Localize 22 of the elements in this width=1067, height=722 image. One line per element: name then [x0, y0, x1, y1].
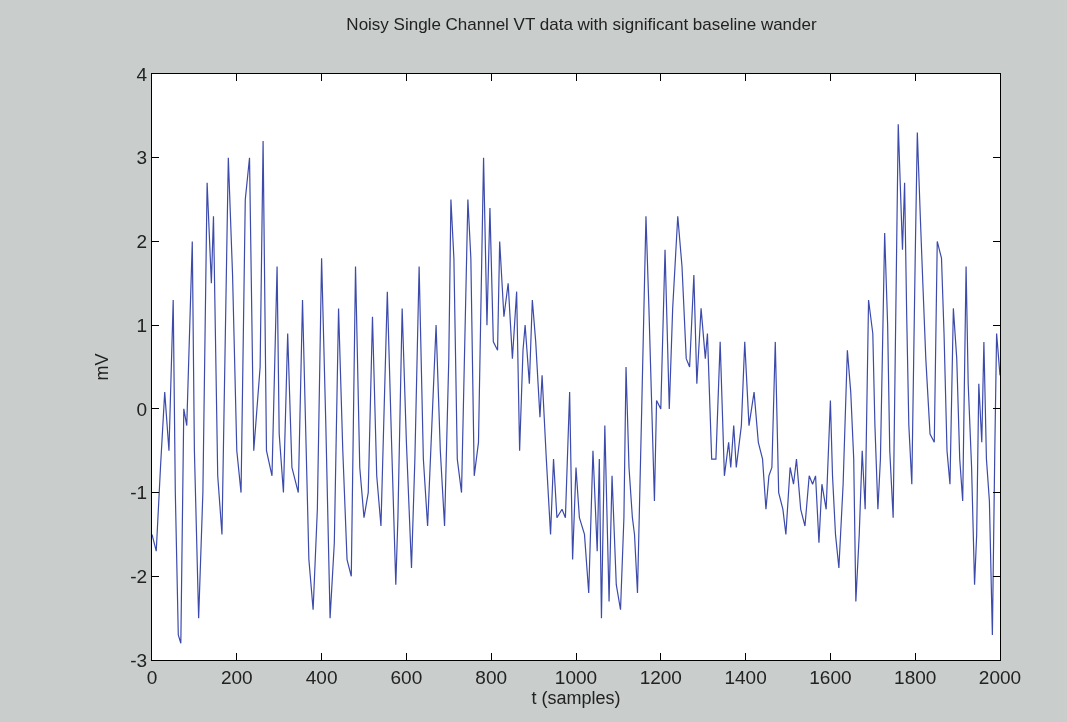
x-tick-label: 2000 [978, 666, 1022, 688]
y-tick-label: 4 [136, 63, 148, 85]
x-tick-label: 1400 [724, 666, 767, 688]
x-tick-label: 1800 [894, 666, 937, 688]
y-tick-label: -1 [130, 482, 148, 504]
y-tick-label: 3 [136, 147, 148, 169]
y-tick-label: -2 [130, 565, 148, 587]
x-axis-title: t (samples) [531, 687, 621, 708]
x-tick-label: 800 [475, 666, 508, 688]
x-tick-label: 600 [390, 666, 423, 688]
x-tick-label: 200 [220, 666, 253, 688]
x-tick-label: 400 [305, 666, 338, 688]
y-tick-label: 1 [136, 314, 148, 336]
y-axis-title: mV [92, 353, 113, 381]
line-series [152, 123, 1000, 644]
y-tick-label: -3 [130, 649, 148, 671]
x-tick-label: 1200 [639, 666, 682, 688]
x-tick-label: 1600 [809, 666, 852, 688]
y-tick-label: 2 [136, 231, 148, 253]
y-tick-label: 0 [136, 398, 148, 420]
chart-title: Noisy Single Channel VT data with significant baseline wander [346, 14, 817, 34]
x-tick-label: 1000 [554, 666, 598, 688]
